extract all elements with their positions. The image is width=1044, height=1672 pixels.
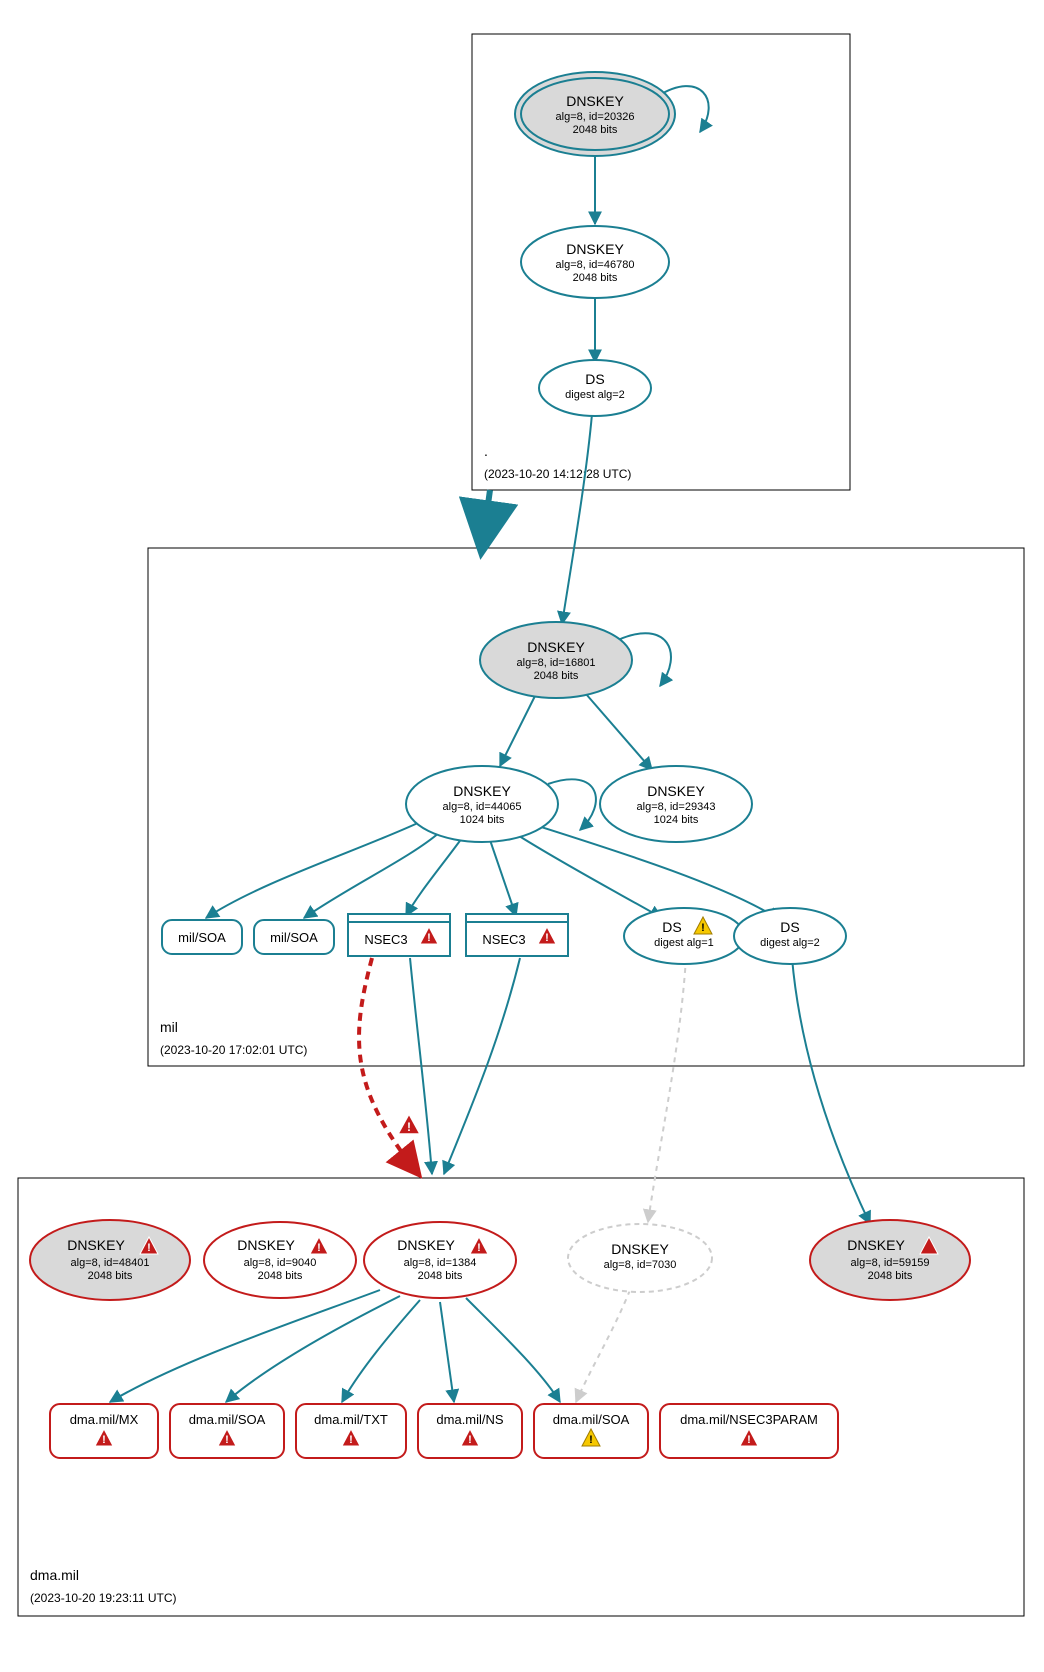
svg-text:DNSKEY: DNSKEY <box>566 241 624 257</box>
zone-root-ts: (2023-10-20 14:12:28 UTC) <box>484 467 631 481</box>
svg-text:!: ! <box>477 1242 481 1254</box>
svg-text:DNSKEY: DNSKEY <box>237 1237 295 1253</box>
svg-text:2048 bits: 2048 bits <box>868 1270 913 1282</box>
svg-text:alg=8, id=59159: alg=8, id=59159 <box>851 1257 930 1269</box>
svg-text:alg=8, id=1384: alg=8, id=1384 <box>404 1257 477 1269</box>
svg-text:2048 bits: 2048 bits <box>418 1270 463 1282</box>
svg-text:dma.mil/SOA: dma.mil/SOA <box>189 1412 266 1427</box>
svg-text:!: ! <box>102 1434 106 1446</box>
node-dma-k7030: DNSKEY alg=8, id=7030 <box>568 1224 712 1292</box>
svg-text:alg=8, id=29343: alg=8, id=29343 <box>637 801 716 813</box>
svg-text:2048 bits: 2048 bits <box>534 670 579 682</box>
svg-text:dma.mil/MX: dma.mil/MX <box>70 1412 139 1427</box>
node-dma-soa: dma.mil/SOA ! <box>170 1404 284 1458</box>
svg-text:DNSKEY: DNSKEY <box>67 1237 125 1253</box>
node-mil-zsk: DNSKEY alg=8, id=44065 1024 bits <box>406 766 558 842</box>
svg-text:!: ! <box>545 932 549 944</box>
edges <box>110 86 870 1402</box>
node-mil-nsec1: NSEC3 ! <box>348 914 450 956</box>
svg-text:dma.mil/TXT: dma.mil/TXT <box>314 1412 388 1427</box>
svg-text:DNSKEY: DNSKEY <box>527 639 585 655</box>
svg-text:DS: DS <box>662 919 681 935</box>
node-dma-k1384: DNSKEY alg=8, id=1384 2048 bits ! <box>364 1222 516 1298</box>
node-root-ds: DS digest alg=2 <box>539 360 651 416</box>
svg-text:alg=8, id=48401: alg=8, id=48401 <box>71 1257 150 1269</box>
node-mil-ds1: DS digest alg=1 ! <box>624 908 744 964</box>
svg-text:mil/SOA: mil/SOA <box>270 930 318 945</box>
svg-text:2048 bits: 2048 bits <box>88 1270 133 1282</box>
svg-text:digest alg=2: digest alg=2 <box>565 389 625 401</box>
svg-text:dma.mil/NSEC3PARAM: dma.mil/NSEC3PARAM <box>680 1412 818 1427</box>
svg-text:DS: DS <box>585 371 604 387</box>
zone-mil-label: mil <box>160 1019 178 1035</box>
svg-text:DS: DS <box>780 919 799 935</box>
svg-text:alg=8, id=46780: alg=8, id=46780 <box>556 259 635 271</box>
svg-text:!: ! <box>349 1434 353 1446</box>
node-dma-txt: dma.mil/TXT ! <box>296 1404 406 1458</box>
svg-text:!: ! <box>701 922 705 934</box>
svg-text:mil/SOA: mil/SOA <box>178 930 226 945</box>
node-dma-nsec3param: dma.mil/NSEC3PARAM ! <box>660 1404 838 1458</box>
svg-text:DNSKEY: DNSKEY <box>611 1241 669 1257</box>
svg-text:alg=8, id=7030: alg=8, id=7030 <box>604 1259 677 1271</box>
svg-text:dma.mil/SOA: dma.mil/SOA <box>553 1412 630 1427</box>
svg-text:2048 bits: 2048 bits <box>258 1270 303 1282</box>
svg-text:2048 bits: 2048 bits <box>573 272 618 284</box>
svg-text:NSEC3: NSEC3 <box>482 932 525 947</box>
svg-text:digest alg=2: digest alg=2 <box>760 937 820 949</box>
svg-text:alg=8, id=9040: alg=8, id=9040 <box>244 1257 317 1269</box>
svg-text:!: ! <box>468 1434 472 1446</box>
svg-text:DNSKEY: DNSKEY <box>647 783 705 799</box>
svg-text:DNSKEY: DNSKEY <box>847 1237 905 1253</box>
svg-text:DNSKEY: DNSKEY <box>566 93 624 109</box>
node-mil-k2: DNSKEY alg=8, id=29343 1024 bits <box>600 766 752 842</box>
svg-text:dma.mil/NS: dma.mil/NS <box>436 1412 504 1427</box>
node-mil-ksk: DNSKEY alg=8, id=16801 2048 bits <box>480 622 632 698</box>
node-dma-soa2: dma.mil/SOA ! <box>534 1404 648 1458</box>
zone-dma-label: dma.mil <box>30 1567 79 1583</box>
svg-text:digest alg=1: digest alg=1 <box>654 937 714 949</box>
svg-text:alg=8, id=16801: alg=8, id=16801 <box>517 657 596 669</box>
svg-text:DNSKEY: DNSKEY <box>453 783 511 799</box>
zone-mil-ts: (2023-10-20 17:02:01 UTC) <box>160 1043 307 1057</box>
edge-warning-icon: ! <box>398 1114 420 1134</box>
zone-dma-ts: (2023-10-20 19:23:11 UTC) <box>30 1591 177 1605</box>
svg-text:!: ! <box>317 1242 321 1254</box>
svg-text:!: ! <box>747 1434 751 1446</box>
node-dma-k9040: DNSKEY alg=8, id=9040 2048 bits ! <box>204 1222 356 1298</box>
node-mil-ds2: DS digest alg=2 <box>734 908 846 964</box>
svg-text:alg=8, id=20326: alg=8, id=20326 <box>556 111 635 123</box>
node-mil-soa1: mil/SOA <box>162 920 242 954</box>
node-dma-mx: dma.mil/MX ! <box>50 1404 158 1458</box>
node-mil-soa2: mil/SOA <box>254 920 334 954</box>
svg-text:1024 bits: 1024 bits <box>654 814 699 826</box>
svg-text:1024 bits: 1024 bits <box>460 814 505 826</box>
svg-text:!: ! <box>407 1120 411 1134</box>
svg-text:!: ! <box>225 1434 229 1446</box>
node-root-zsk: DNSKEY alg=8, id=46780 2048 bits <box>521 226 669 298</box>
svg-text:NSEC3: NSEC3 <box>364 932 407 947</box>
node-mil-nsec2: NSEC3 ! <box>466 914 568 956</box>
node-dma-k48401: DNSKEY alg=8, id=48401 2048 bits ! <box>30 1220 190 1300</box>
zone-root-label: . <box>484 443 488 459</box>
svg-text:2048 bits: 2048 bits <box>573 124 618 136</box>
svg-text:DNSKEY: DNSKEY <box>397 1237 455 1253</box>
svg-text:alg=8, id=44065: alg=8, id=44065 <box>443 801 522 813</box>
node-root-ksk: DNSKEY alg=8, id=20326 2048 bits <box>515 72 675 156</box>
node-dma-k59159: DNSKEY alg=8, id=59159 2048 bits ! <box>810 1220 970 1300</box>
svg-text:!: ! <box>427 932 431 944</box>
svg-text:!: ! <box>589 1434 593 1446</box>
svg-text:!: ! <box>147 1242 151 1254</box>
node-dma-ns: dma.mil/NS ! <box>418 1404 522 1458</box>
